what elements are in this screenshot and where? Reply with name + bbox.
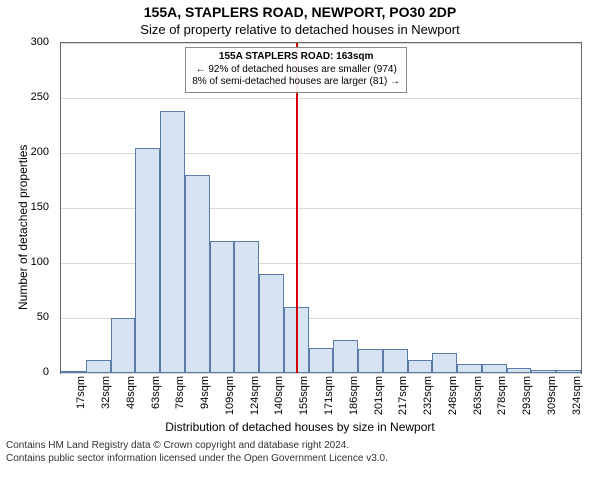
x-tick-label: 17sqm xyxy=(75,376,87,409)
property-callout: 155A STAPLERS ROAD: 163sqm ← 92% of deta… xyxy=(185,47,407,93)
gridline xyxy=(61,373,581,374)
histogram-bar xyxy=(482,364,507,373)
x-tick-label: 217sqm xyxy=(397,376,409,415)
y-tick-label: 300 xyxy=(31,36,49,48)
x-tick-label: 109sqm xyxy=(224,376,236,415)
histogram-bar xyxy=(333,340,358,373)
y-tick-label: 250 xyxy=(31,91,49,103)
histogram-bar xyxy=(531,370,556,373)
x-tick-label: 32sqm xyxy=(100,376,112,409)
histogram-bar xyxy=(111,318,136,373)
x-axis-label: Distribution of detached houses by size … xyxy=(0,420,600,434)
x-tick-label: 232sqm xyxy=(422,376,434,415)
x-tick-label: 263sqm xyxy=(472,376,484,415)
x-tick-label: 201sqm xyxy=(373,376,385,415)
histogram-bar xyxy=(210,241,235,373)
histogram-bar xyxy=(309,348,334,373)
histogram-bar xyxy=(457,364,482,373)
y-tick-label: 50 xyxy=(37,311,49,323)
x-tick-label: 248sqm xyxy=(447,376,459,415)
x-tick-label: 278sqm xyxy=(496,376,508,415)
histogram-bar xyxy=(259,274,284,373)
property-marker-line xyxy=(296,43,298,373)
plot-area: 155A STAPLERS ROAD: 163sqm ← 92% of deta… xyxy=(60,42,582,374)
x-tick-label: 48sqm xyxy=(125,376,137,409)
histogram-bar xyxy=(86,360,111,373)
x-tick-label: 324sqm xyxy=(571,376,583,415)
histogram-bar xyxy=(61,371,86,373)
histogram-bar xyxy=(556,370,581,373)
histogram-bar xyxy=(185,175,210,373)
x-tick-label: 309sqm xyxy=(546,376,558,415)
y-tick-label: 200 xyxy=(31,146,49,158)
y-tick-label: 100 xyxy=(31,256,49,268)
x-tick-label: 293sqm xyxy=(521,376,533,415)
x-tick-label: 78sqm xyxy=(174,376,186,409)
attribution-footer: Contains HM Land Registry data © Crown c… xyxy=(0,440,600,465)
histogram-bar xyxy=(135,148,160,374)
histogram-bar xyxy=(507,368,532,374)
footer-line-2: Contains public sector information licen… xyxy=(6,453,594,466)
x-tick-label: 186sqm xyxy=(348,376,360,415)
callout-line-larger: 8% of semi-detached houses are larger (8… xyxy=(192,76,400,89)
y-tick-label: 0 xyxy=(43,366,49,378)
callout-line-smaller: ← 92% of detached houses are smaller (97… xyxy=(192,64,400,77)
page-title: 155A, STAPLERS ROAD, NEWPORT, PO30 2DP xyxy=(0,4,600,20)
x-tick-label: 124sqm xyxy=(249,376,261,415)
histogram-bar xyxy=(432,353,457,373)
histogram-bar xyxy=(408,360,433,373)
x-tick-label: 155sqm xyxy=(298,376,310,415)
y-tick-labels: 050100150200250300 xyxy=(0,42,55,372)
x-tick-label: 171sqm xyxy=(323,376,335,415)
chart-page: { "title": "155A, STAPLERS ROAD, NEWPORT… xyxy=(0,0,600,500)
histogram-bar xyxy=(358,349,383,373)
callout-title: 155A STAPLERS ROAD: 163sqm xyxy=(192,51,400,64)
histogram-bar xyxy=(234,241,259,373)
histogram-bar xyxy=(383,349,408,373)
histogram-bar xyxy=(160,111,185,373)
y-tick-label: 150 xyxy=(31,201,49,213)
gridline xyxy=(61,98,581,99)
x-tick-label: 63sqm xyxy=(150,376,162,409)
chart-subtitle: Size of property relative to detached ho… xyxy=(0,22,600,37)
footer-line-1: Contains HM Land Registry data © Crown c… xyxy=(6,440,594,453)
x-tick-label: 140sqm xyxy=(273,376,285,415)
gridline xyxy=(61,43,581,44)
x-tick-label: 94sqm xyxy=(199,376,211,409)
